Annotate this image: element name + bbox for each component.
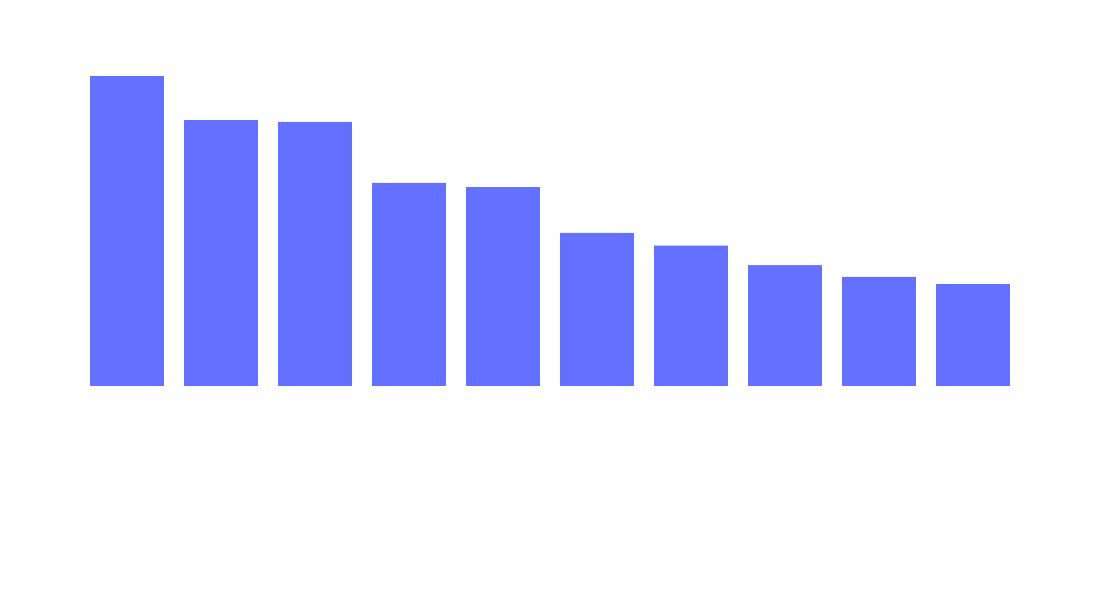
bar-5: [466, 187, 540, 386]
bar-2: [184, 120, 258, 386]
bar-1: [90, 76, 164, 386]
bar-4: [372, 182, 446, 386]
bar-7: [654, 245, 728, 386]
bar-3: [278, 121, 352, 387]
plot-area: [90, 76, 1010, 387]
bar-10: [936, 284, 1010, 386]
bar-8: [748, 265, 822, 386]
bar-9: [842, 276, 916, 386]
bar-6: [560, 232, 634, 386]
